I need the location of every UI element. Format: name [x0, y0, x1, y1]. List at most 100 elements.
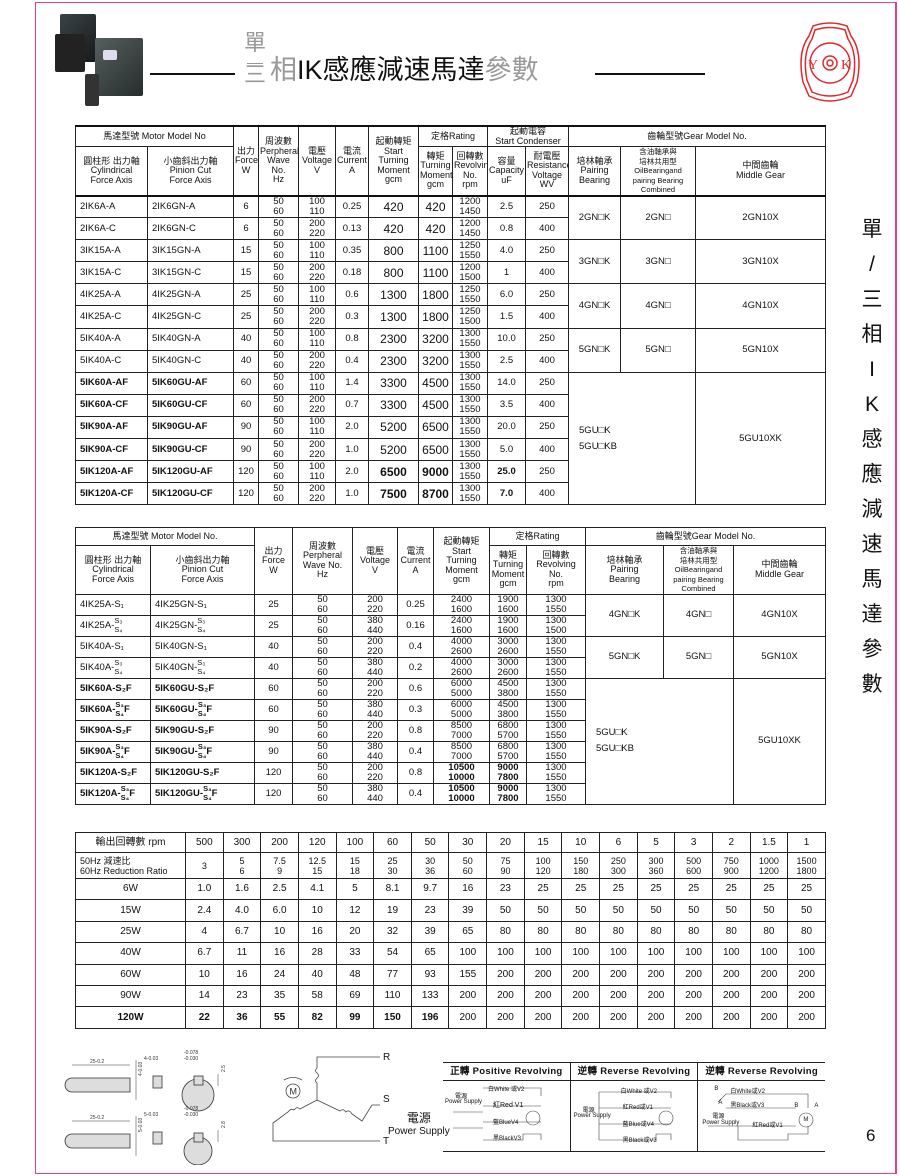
value-cell: 5.0: [487, 438, 526, 462]
dim-label: 4-0.03: [138, 1062, 144, 1076]
torque-value: 16: [448, 877, 488, 901]
value-cell: 1100: [418, 261, 453, 285]
side-title-char: I: [869, 358, 875, 381]
side-title-char: 數: [861, 673, 883, 696]
torque-value: 12: [335, 899, 375, 922]
torque-value: 16: [222, 963, 262, 986]
torque-value: 200: [636, 1006, 676, 1029]
rpm-value: 200: [260, 832, 299, 853]
torque-value: 50: [749, 899, 789, 922]
model-cell: 5IK60A-S₃ S₄F: [75, 698, 151, 721]
rpm-row: 輸出回轉數 rpm 500 300 200 120 100 60 50 30 20 15 10 6 5 3 2…: [75, 832, 826, 853]
torque-value: 36: [222, 1006, 262, 1029]
model-cell: 2IK6GN-C: [147, 217, 234, 241]
wire-label: 白White 或V2: [488, 1087, 525, 1093]
torque-row: 120W 22 36 55 82 99 150 196 200 200 200 200 200 200 20…: [75, 1006, 826, 1029]
model-cell: 5IK120GU-CF: [147, 482, 234, 506]
value-cell: 6500: [418, 415, 453, 440]
torque-value: 6.7: [185, 942, 224, 965]
value-cell: 2.5: [487, 349, 526, 373]
torque-value: 200: [749, 963, 789, 986]
value-cell: 100 110: [298, 194, 336, 219]
power-label: 40W: [75, 942, 186, 965]
value-cell: 200 220: [352, 635, 398, 658]
torque-value: 28: [297, 942, 337, 965]
value-cell: 9000 7800: [489, 782, 527, 805]
column-header: 電流 Current A: [335, 125, 369, 196]
value-cell: 1300 1550: [526, 740, 586, 763]
column-header: 容量 Capacity uF: [487, 146, 526, 196]
model-subscript-stack: S₃ S₄: [114, 616, 123, 634]
model-cell: 4IK25A-A: [75, 283, 148, 307]
column-header: 起動轉矩 Start Turning Moment gcm: [433, 527, 490, 595]
torque-value: 200: [636, 984, 676, 1008]
value-cell: 8500 7000: [433, 719, 490, 742]
gear-middle-cell: 4GN10X: [695, 283, 827, 329]
wire-label: 紅Red或V1: [752, 1123, 783, 1129]
dim-label: 5-0.03: [138, 1118, 144, 1132]
gear-pairing-cell: 5GU□K 5GU□KB: [585, 677, 734, 805]
model-cell: 5IK90A-S₃ S₄F: [75, 740, 151, 763]
wire-label: 藍Blue或V4: [622, 1122, 655, 1128]
wire-label: M: [803, 1117, 809, 1123]
value-cell: 0.4: [397, 782, 434, 805]
value-cell: 800: [368, 261, 419, 285]
model-subscript-stack: S₃ S₄: [115, 742, 124, 760]
value-cell: 40: [254, 656, 293, 679]
torque-value: 80: [561, 920, 601, 944]
value-cell: 0.13: [335, 217, 369, 241]
value-cell: 0.8: [397, 761, 434, 784]
three-phase-wiring-diagram: M: [272, 1056, 380, 1142]
side-title: 單 / 三相 I K 感應減速馬達參數: [857, 212, 887, 702]
model-cell: 4IK25GN-S₁: [150, 593, 255, 616]
value-cell: 6500: [418, 438, 453, 462]
model-cell: 5IK40A-A: [75, 327, 148, 351]
torque-value: 50: [636, 899, 676, 922]
torque-value: 200: [674, 1006, 713, 1029]
value-cell: 250: [524, 327, 570, 351]
title-text: 相IK感應減速馬達參數: [270, 55, 539, 85]
wiring-box-title: 逆轉 Reverse Revolving: [570, 1063, 698, 1081]
torque-value: 65: [448, 920, 488, 944]
value-cell: 1300 1550: [526, 656, 586, 679]
value-cell: 60: [254, 698, 293, 721]
table-row: 5IK90A-CF 5IK90GU-CF 90 50 60 200 220 1.0 5200…: [75, 438, 826, 462]
value-cell: 50 60: [292, 677, 353, 700]
wire-label: 電源: [712, 1114, 725, 1120]
torque-value: 39: [410, 920, 450, 944]
dim-label: 25-0.2: [90, 1059, 104, 1065]
model-cell: 5IK120A-AF: [75, 460, 148, 484]
value-cell: 200 220: [352, 593, 398, 616]
gear-pairing-cell: 4GN□K: [585, 593, 664, 637]
gear-pairing-cell: 5GN□K: [585, 635, 664, 679]
torque-value: 200: [523, 1006, 563, 1029]
torque-value: 110: [373, 984, 412, 1008]
column-header: 起動電容 Start Condenser: [486, 125, 570, 147]
value-cell: 25: [233, 283, 259, 307]
table-row: 5IK40A-A 5IK40GN-A 40 50 60 100 110 0.8 2300 32…: [75, 327, 827, 373]
value-cell: 50 60: [292, 719, 353, 742]
value-cell: 1300 1550: [526, 635, 586, 658]
value-cell: 200 220: [352, 677, 398, 700]
rpm-value: 1: [787, 832, 826, 853]
torque-value: 6.0: [260, 899, 299, 922]
column-header: 培林軸承 Pairing Bearing: [568, 146, 622, 196]
table-row: 5IK120A-CF 5IK120GU-CF 120 50 60 200 220 1.0 7…: [75, 482, 826, 506]
value-cell: 1300 1550: [452, 415, 488, 440]
torque-value: 24: [260, 963, 299, 986]
model-subscript-stack: S₃ S₄: [114, 658, 123, 676]
motor-product-image: [55, 14, 150, 112]
value-cell: 1100: [418, 239, 453, 263]
value-cell: 40: [233, 327, 259, 351]
value-cell: 380 440: [352, 782, 398, 805]
torque-value: 10: [297, 899, 337, 922]
dim-label: -0.078: [184, 1106, 198, 1112]
model-cell: 5IK90GU-S₃ S₄F: [150, 740, 255, 763]
ratio-value: 30 36: [410, 852, 450, 879]
value-cell: 25.0: [487, 460, 526, 484]
wire-label: 電源: [455, 1094, 468, 1100]
side-title-char: 相: [861, 323, 883, 346]
torque-value: 35: [260, 984, 299, 1008]
value-cell: 50 60: [258, 415, 299, 440]
column-header: 出力 Force W: [254, 527, 293, 595]
